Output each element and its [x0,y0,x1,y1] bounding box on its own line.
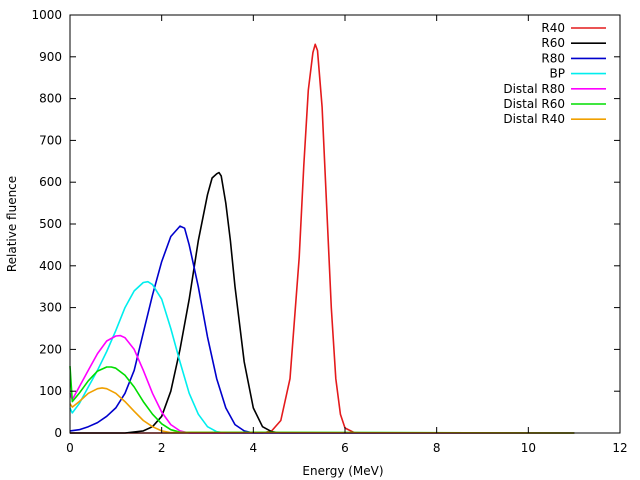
x-tick-label: 0 [66,441,74,455]
x-tick-label: 4 [250,441,258,455]
axis-ticks: 0 2 4 6 8 10 12 0 100 200 300 400 500 600 700 800 900 100… [31,8,627,455]
y-tick-label: 200 [39,342,62,356]
x-tick-label: 2 [158,441,166,455]
legend-label-distal-r60: Distal R60 [503,97,565,111]
y-tick-label: 600 [39,175,62,189]
y-tick-label: 700 [39,133,62,147]
y-axis-label: Relative fluence [5,176,19,272]
series-line-distal-r40 [69,387,575,434]
series-line-r40 [70,43,575,434]
x-tick-label: 6 [341,441,349,455]
series-line-r80 [69,225,575,434]
y-tick-label: 1000 [31,8,62,22]
legend-label-distal-r40: Distal R40 [503,112,565,126]
legend-label-r60: R60 [541,36,565,50]
series-line-bp [69,280,575,434]
y-tick-label: 900 [39,50,62,64]
y-tick-label: 100 [39,384,62,398]
legend-label-r40: R40 [541,21,565,35]
series-line-distal-r80 [69,334,575,434]
series-line-distal-r60 [69,366,575,434]
y-tick-label: 0 [54,426,62,440]
y-tick-label: 800 [39,92,62,106]
x-tick-label: 8 [433,441,441,455]
y-tick-label: 400 [39,259,62,273]
series-layer [69,43,575,434]
legend-label-distal-r80: Distal R80 [503,82,565,96]
legend-label-bp: BP [550,67,565,81]
x-tick-label: 12 [612,441,627,455]
y-tick-label: 500 [39,217,62,231]
legend-label-r80: R80 [541,51,565,65]
x-axis-label: Energy (MeV) [302,464,383,478]
series-line-r60 [70,171,575,434]
y-tick-label: 300 [39,301,62,315]
plot-frame [69,14,621,434]
x-tick-label: 10 [521,441,536,455]
